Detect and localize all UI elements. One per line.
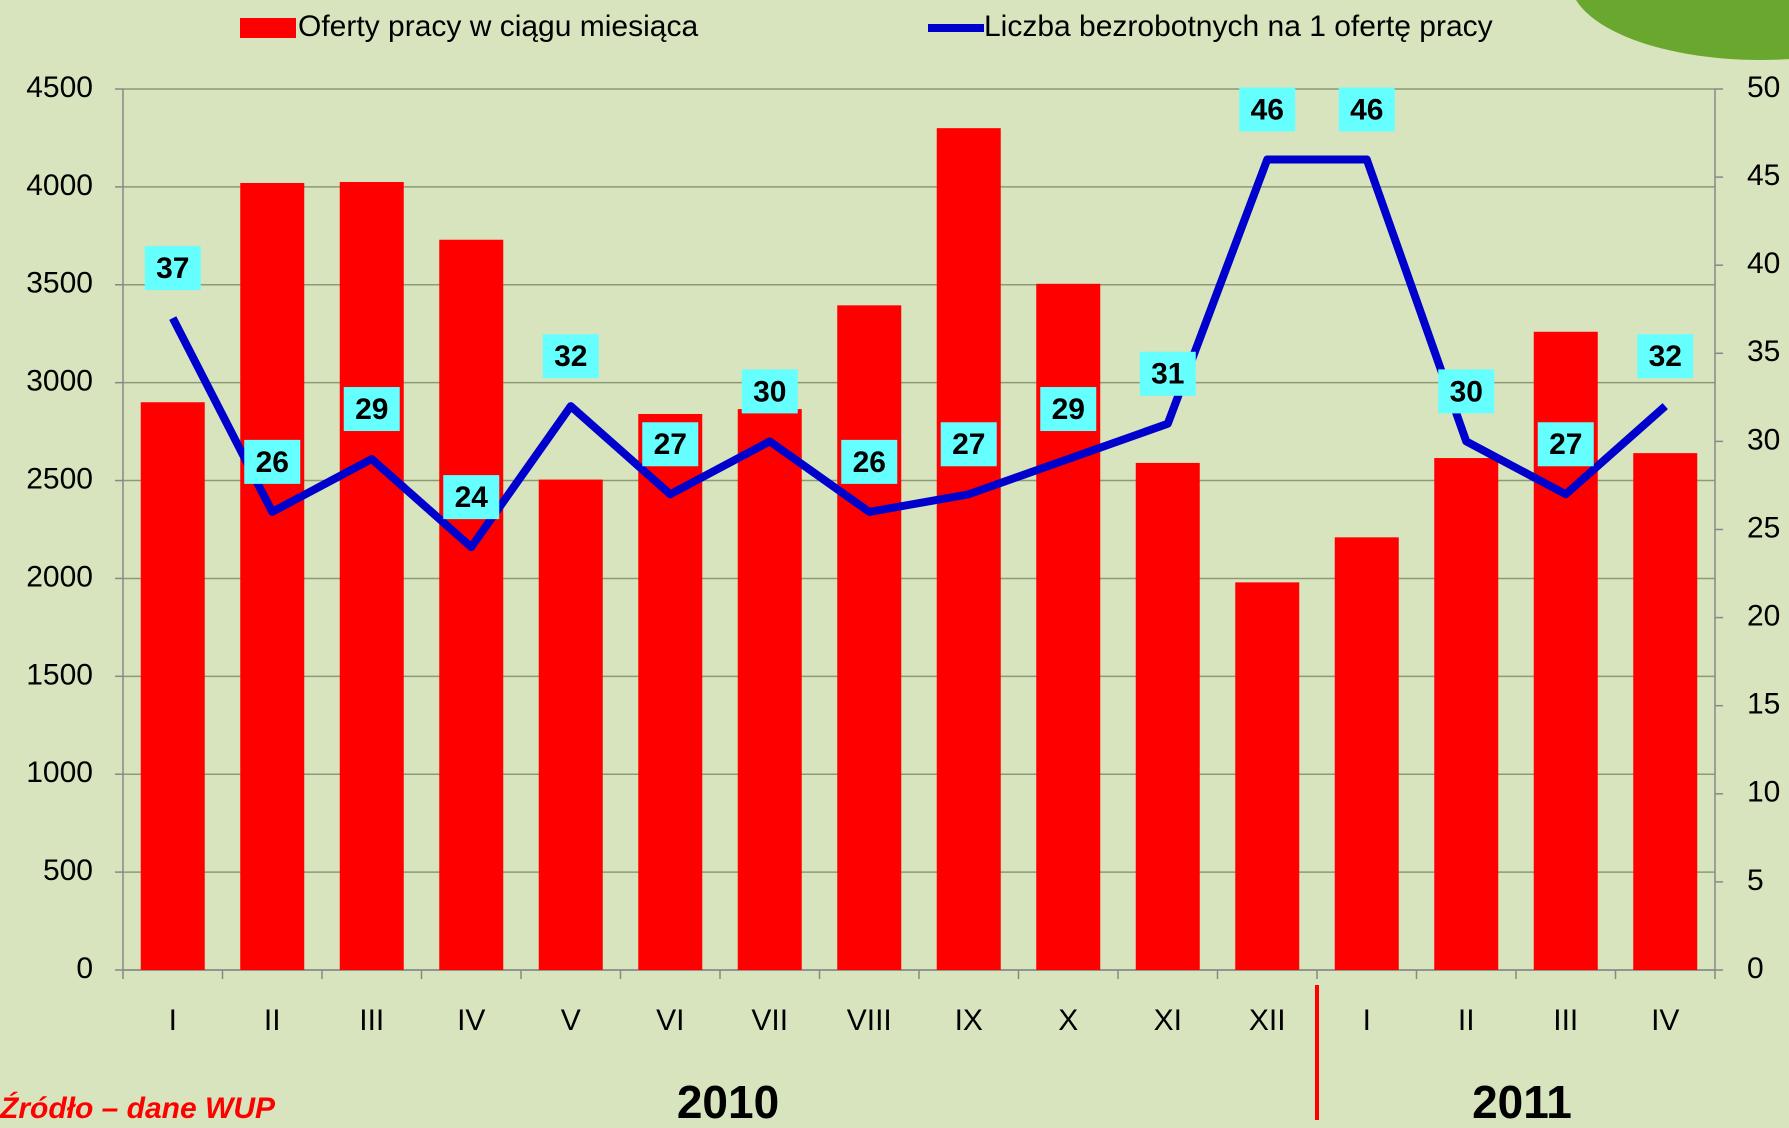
x-tick-label: X (1058, 1004, 1078, 1037)
y2-tick-label: 15 (1747, 688, 1780, 721)
y-tick-label: 3000 (26, 365, 93, 398)
x-tick-label: III (359, 1004, 384, 1037)
year-label: 2011 (1472, 1076, 1572, 1128)
x-tick-label: VI (656, 1004, 684, 1037)
y2-tick-label: 5 (1747, 864, 1764, 897)
bar (141, 402, 205, 970)
x-tick-label: III (1553, 1004, 1578, 1037)
data-label: 37 (156, 252, 189, 285)
x-tick-label: XI (1154, 1004, 1182, 1037)
bar (1335, 537, 1399, 970)
y2-tick-label: 10 (1747, 776, 1780, 809)
bar (1633, 453, 1697, 970)
data-label: 27 (952, 428, 985, 461)
y-tick-label: 2000 (26, 560, 93, 593)
data-label: 27 (654, 428, 687, 461)
bar (937, 128, 1001, 970)
bar (439, 240, 503, 970)
bar (1036, 284, 1100, 970)
data-label: 30 (753, 375, 786, 408)
x-tick-label: VII (751, 1004, 788, 1037)
y-tick-label: 1000 (26, 756, 93, 789)
data-label: 30 (1450, 375, 1483, 408)
x-tick-label: XII (1249, 1004, 1286, 1037)
bar (837, 305, 901, 970)
bar (1136, 463, 1200, 970)
bar (738, 409, 802, 970)
x-tick-label: V (561, 1004, 581, 1037)
source-note: Źródło – dane WUP (0, 1091, 276, 1125)
x-tick-label: I (1363, 1004, 1371, 1037)
bar (1434, 458, 1498, 970)
chart: Źródło – dane WUP 2010 2011 050010001500… (0, 0, 1789, 1128)
y-tick-label: 4500 (26, 71, 93, 104)
x-tick-label: VIII (847, 1004, 892, 1037)
bar (240, 183, 304, 970)
legend-label: Oferty pracy w ciągu miesiąca (298, 10, 698, 43)
x-tick-label: II (264, 1004, 281, 1037)
data-label: 26 (853, 446, 886, 479)
data-label: 32 (1649, 340, 1682, 373)
y-tick-label: 0 (76, 952, 93, 985)
x-tick-label: IV (1651, 1004, 1679, 1037)
data-label: 27 (1549, 428, 1582, 461)
x-tick-label: I (169, 1004, 177, 1037)
y-tick-label: 1500 (26, 658, 93, 691)
y2-tick-label: 30 (1747, 423, 1780, 456)
y2-tick-label: 50 (1747, 71, 1780, 104)
x-tick-label: II (1458, 1004, 1475, 1037)
y-tick-label: 4000 (26, 169, 93, 202)
legend-swatch (240, 18, 296, 38)
data-label: 46 (1350, 93, 1383, 126)
data-label: 26 (256, 446, 289, 479)
x-tick-label: IV (457, 1004, 485, 1037)
legend-label: Liczba bezrobotnych na 1 ofertę pracy (984, 10, 1493, 43)
bar (539, 480, 603, 970)
y-tick-label: 500 (43, 854, 93, 887)
y-tick-label: 2500 (26, 462, 93, 495)
y-tick-label: 3500 (26, 267, 93, 300)
y2-tick-label: 45 (1747, 159, 1780, 192)
y2-tick-label: 20 (1747, 600, 1780, 633)
data-label: 32 (554, 340, 587, 373)
data-label: 46 (1251, 93, 1284, 126)
data-label: 31 (1151, 358, 1184, 391)
data-label: 29 (355, 393, 388, 426)
data-label: 24 (455, 481, 489, 514)
page: Źródło – dane WUP 2010 2011 050010001500… (0, 0, 1789, 1128)
x-tick-label: IX (955, 1004, 983, 1037)
bar (1235, 582, 1299, 970)
data-label: 29 (1052, 393, 1085, 426)
y2-tick-label: 35 (1747, 335, 1780, 368)
y2-tick-label: 0 (1747, 952, 1764, 985)
y2-tick-label: 25 (1747, 511, 1780, 544)
y2-tick-label: 40 (1747, 247, 1780, 280)
bar (340, 182, 404, 970)
year-label: 2010 (677, 1076, 779, 1128)
